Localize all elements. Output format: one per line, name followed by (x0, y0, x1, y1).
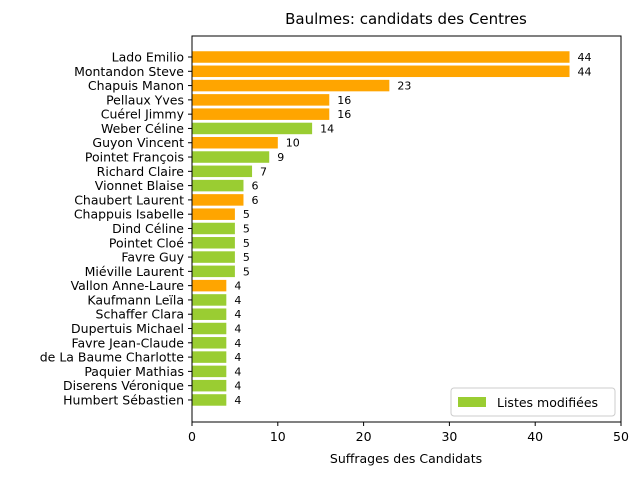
category-label: Pointet François (85, 150, 184, 165)
category-label: Favre Guy (121, 250, 184, 265)
category-label: Chappuis Isabelle (74, 207, 184, 222)
value-label: 4 (234, 351, 241, 364)
bar (192, 322, 227, 335)
category-label: Dupertuis Michael (71, 321, 184, 336)
x-tick-label: 0 (188, 429, 196, 444)
category-label: Vionnet Blaise (95, 178, 185, 193)
bar (192, 179, 244, 192)
legend-label: Listes modifiées (497, 395, 598, 410)
chart-title: Baulmes: candidats des Centres (285, 10, 527, 28)
bar (192, 365, 227, 378)
value-label: 4 (234, 280, 241, 293)
value-label: 5 (243, 222, 250, 235)
value-label: 44 (578, 65, 592, 78)
bar (192, 65, 570, 78)
category-label: Richard Claire (97, 164, 185, 179)
category-label: Lado Emilio (112, 50, 184, 65)
bars-layer (192, 51, 570, 406)
value-label: 7 (260, 165, 267, 178)
category-label: Kaufmann Leïla (87, 292, 184, 307)
value-label: 6 (251, 194, 258, 207)
x-tick-label: 30 (441, 429, 457, 444)
bar (192, 251, 235, 263)
value-label: 4 (234, 380, 241, 393)
category-label: de La Baume Charlotte (40, 350, 185, 365)
value-label: 16 (337, 108, 351, 121)
value-label: 4 (234, 394, 241, 407)
value-label: 4 (234, 294, 241, 307)
legend: Listes modifiées (450, 387, 616, 417)
value-label: 23 (397, 80, 411, 93)
value-label: 5 (243, 237, 250, 250)
value-label: 44 (578, 51, 592, 64)
bar (192, 136, 278, 149)
x-axis-ticks: 0 10 20 30 40 50 (188, 422, 629, 444)
x-tick-label: 50 (613, 429, 629, 444)
value-label: 5 (243, 251, 250, 264)
value-label: 5 (243, 208, 250, 221)
bar (192, 379, 227, 392)
category-label: Guyon Vincent (92, 135, 184, 150)
category-label: Cuérel Jimmy (101, 107, 185, 122)
category-label: Weber Céline (101, 121, 184, 136)
bar (192, 337, 227, 349)
bar (192, 79, 390, 92)
value-label: 16 (337, 94, 351, 107)
category-label: Dind Céline (112, 221, 184, 236)
bar (192, 279, 227, 292)
category-label: Humbert Sébastien (63, 392, 184, 407)
value-label: 14 (320, 122, 334, 135)
bar (192, 51, 570, 63)
bar (192, 151, 270, 163)
bar (192, 194, 244, 206)
value-label: 10 (286, 137, 300, 150)
bar (192, 122, 313, 135)
bar (192, 108, 330, 120)
category-label: Diserens Véronique (63, 378, 184, 393)
category-label: Paquier Mathias (84, 364, 184, 379)
bar (192, 94, 330, 106)
x-tick-label: 20 (356, 429, 372, 444)
bar (192, 265, 235, 278)
x-tick-label: 10 (270, 429, 286, 444)
category-label: Miéville Laurent (85, 264, 184, 279)
value-label: 4 (234, 337, 241, 350)
x-axis-label: Suffrages des Candidats (330, 451, 482, 466)
value-label: 5 (243, 265, 250, 278)
bar (192, 394, 227, 406)
bar (192, 308, 227, 320)
value-label: 4 (234, 323, 241, 336)
category-label: Schaffer Clara (96, 307, 184, 322)
value-label: 6 (251, 180, 258, 193)
category-label: Chaubert Laurent (74, 192, 184, 207)
bar (192, 294, 227, 306)
value-label: 4 (234, 365, 241, 378)
legend-swatch (458, 397, 486, 407)
value-label: 9 (277, 151, 284, 164)
bar (192, 222, 235, 235)
category-label: Vallon Anne-Laure (71, 278, 185, 293)
legend-box (450, 387, 616, 417)
category-label: Favre Jean-Claude (71, 335, 184, 350)
category-label: Chapuis Manon (88, 78, 184, 93)
category-label: Pellaux Yves (106, 92, 184, 107)
x-tick-label: 40 (527, 429, 543, 444)
plot-frame (191, 35, 622, 423)
category-label: Montandon Steve (74, 64, 184, 79)
category-label: Pointet Cloé (109, 235, 184, 250)
bar (192, 165, 253, 178)
bar (192, 237, 235, 249)
value-label: 4 (234, 308, 241, 321)
bar (192, 208, 235, 220)
bar (192, 351, 227, 363)
